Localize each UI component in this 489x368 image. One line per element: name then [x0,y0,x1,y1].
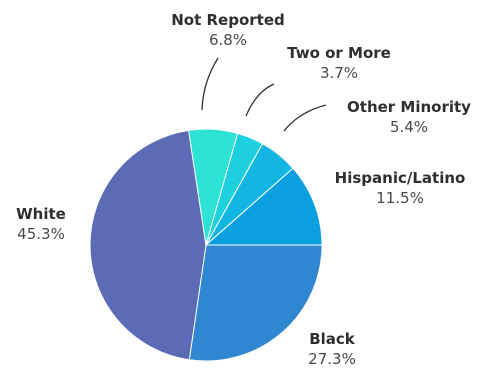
slice-value-two-or-more: 3.7% [320,64,358,82]
slice-label-two-or-more: Two or More [287,44,391,62]
slice-label-black: Black [309,330,356,348]
pie-slice-black [188,244,323,362]
leader-line-two-or-more [245,83,275,117]
label-two-or-more: Two or More 3.7% [287,44,391,82]
slice-value-not-reported: 6.8% [209,31,247,49]
label-other-minority: Other Minority 5.4% [347,98,471,136]
label-not-reported: Not Reported 6.8% [171,11,285,49]
slice-value-other-minority: 5.4% [390,118,428,136]
leader-lines-layer [201,57,327,132]
slice-value-white: 45.3% [17,225,65,243]
slice-label-white: White [16,205,66,223]
leader-line-not-reported [201,57,219,111]
label-hispanic-latino: Hispanic/Latino 11.5% [335,169,466,207]
label-black: Black 27.3% [308,330,356,368]
slice-label-not-reported: Not Reported [171,11,285,29]
pie-slice-hispanic-latino [204,167,323,246]
slices-layer [89,128,323,362]
slice-value-black: 27.3% [308,350,356,368]
leader-line-other-minority [283,104,327,132]
slice-label-other-minority: Other Minority [347,98,471,116]
label-white: White 45.3% [16,205,66,243]
slice-value-hispanic-latino: 11.5% [376,189,424,207]
pie-slice-white [89,129,207,361]
slice-label-hispanic-latino: Hispanic/Latino [335,169,466,187]
